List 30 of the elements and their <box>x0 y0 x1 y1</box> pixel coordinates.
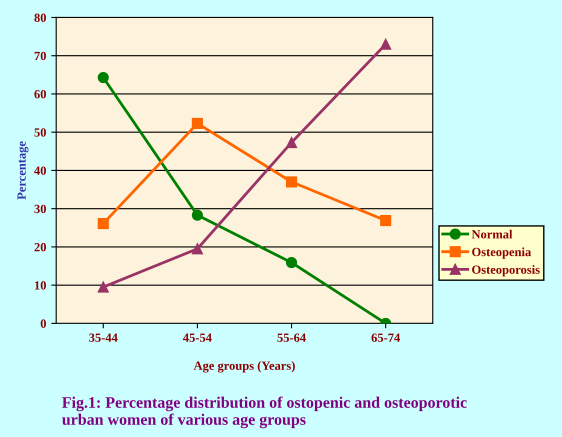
y-tick-label: 10 <box>34 281 46 290</box>
y-tick-label: 50 <box>34 128 46 137</box>
x-tick-label: 65-74 <box>372 334 400 342</box>
point <box>98 218 109 230</box>
y-tick-label: 80 <box>34 14 46 22</box>
point <box>192 118 203 129</box>
y-tick-label: 30 <box>34 204 46 214</box>
y-axis-title: Percentage <box>17 141 28 200</box>
point <box>286 136 298 148</box>
text: Fig.1: Percentage distribution of ostopenic and osteoporotic urban women of various age groups <box>62 396 467 428</box>
y-tick-label: 20 <box>34 242 46 252</box>
point <box>380 214 392 226</box>
point <box>286 176 298 188</box>
y-tick-label: 0 <box>40 319 46 328</box>
x-tick-label: 35-44 <box>89 334 118 342</box>
y-tick-label: 40 <box>34 166 46 175</box>
x-axis-title: Age groups (Years) <box>194 361 295 373</box>
legend-label: Normal <box>472 230 512 239</box>
point <box>286 257 298 268</box>
point <box>380 38 392 50</box>
x-tick-label: 55-64 <box>277 334 306 342</box>
x-tick-label: 45-54 <box>182 334 212 342</box>
point <box>98 72 109 84</box>
legend-label: Osteopenia <box>472 247 532 259</box>
y-tick-label: 70 <box>34 52 46 60</box>
point <box>98 282 109 293</box>
point <box>192 243 203 254</box>
legend-label: Osteoporosis <box>472 265 540 276</box>
y-tick-label: 60 <box>34 90 46 98</box>
point <box>192 210 203 221</box>
